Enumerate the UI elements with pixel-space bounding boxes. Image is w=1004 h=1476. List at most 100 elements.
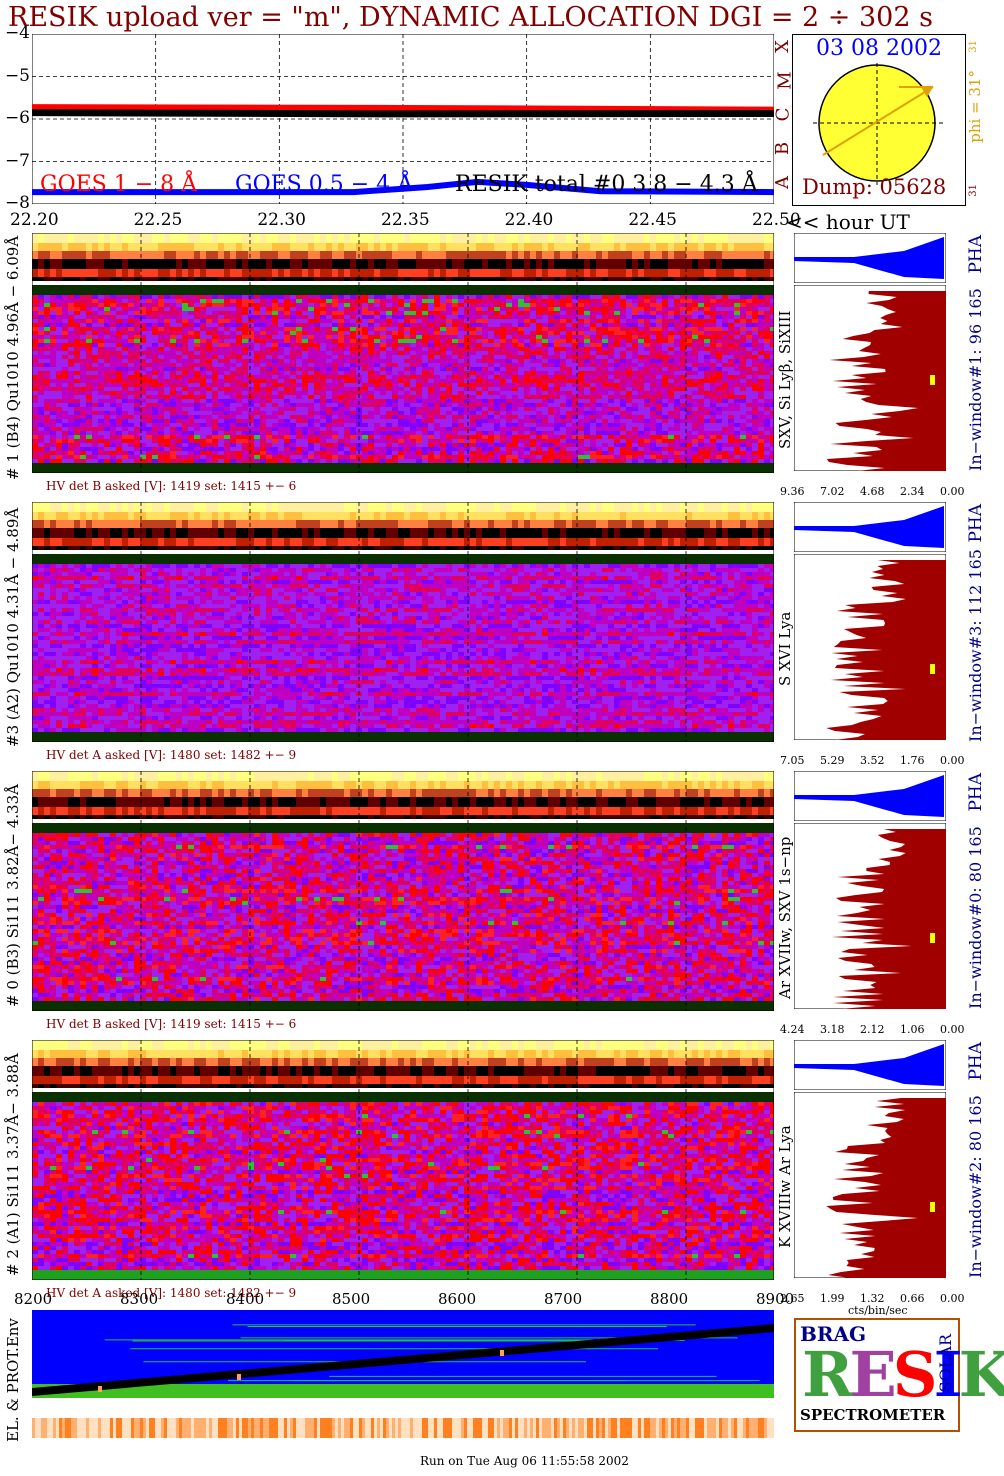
resik-logo: BRAG RESIK SOLAR SPECTROMETER	[794, 1318, 1004, 1432]
pha-label: PHA	[966, 1042, 986, 1081]
pha-x-tick: 5.29	[820, 754, 845, 767]
orbit-date: 03 08 2002	[816, 36, 942, 61]
pha-label: PHA	[966, 504, 986, 543]
pha-label: PHA	[966, 235, 986, 274]
env-x-tick: 8300	[120, 1290, 158, 1308]
logo-letter: K	[959, 1338, 1004, 1411]
channel-line-label: SXV, Si Lyβ, SiXIII	[776, 285, 794, 475]
pha-main-channel-0	[794, 823, 946, 1009]
channel-line-label: Ar XVIIw, SXV 1s−np	[776, 823, 794, 1013]
env-x-tick: 8400	[226, 1290, 264, 1308]
series-line-0	[32, 104, 774, 113]
pha-x-tick: 4.68	[860, 485, 885, 498]
goes-class-letter: A	[772, 176, 793, 189]
channel-left-label: #3 (A2) Qu1010 4.31Å − 4.89Å	[4, 502, 22, 752]
goes-class-letter: C	[772, 108, 793, 122]
pha-top-channel-1	[794, 233, 946, 283]
channel-left-label: # 2 (A1) Si111 3.37Å− 3.88Å	[4, 1040, 22, 1290]
pha-x-tick: 7.02	[820, 485, 845, 498]
pha-x-tick: 0.66	[900, 1292, 925, 1305]
x-axis-label: << hour UT	[786, 210, 910, 234]
pha-x-tick: 1.76	[900, 754, 925, 767]
heatmap-channel-1	[32, 233, 774, 473]
logo-letter: R	[802, 1338, 853, 1411]
env-x-tick: 8700	[544, 1290, 582, 1308]
pha-x-tick: 9.36	[780, 485, 805, 498]
pha-main-channel-1	[794, 285, 946, 471]
page-title: RESIK upload ver = "m", DYNAMIC ALLOCATI…	[8, 2, 933, 33]
env-x-tick: 8200	[14, 1290, 52, 1308]
y-tick-label: −4	[0, 23, 30, 43]
env-x-tick: 8500	[332, 1290, 370, 1308]
pha-x-tick: 1.32	[860, 1292, 885, 1305]
logo-letters: RESIK	[802, 1340, 1004, 1410]
pha-x-tick: 2.34	[900, 485, 925, 498]
logo-right: SOLAR	[936, 1334, 955, 1392]
legend-goes-1-8: GOES 1 − 8 Å	[40, 172, 197, 197]
legend-resik-total: RESIK total #0 3.8 − 4.3 Å	[455, 172, 758, 197]
pha-x-tick: 3.52	[860, 754, 885, 767]
y-tick-label: −8	[0, 193, 30, 213]
pha-main-channel-3	[794, 554, 946, 740]
heatmap-channel-2	[32, 1040, 774, 1280]
hv-text: HV det A asked [V]: 1480 set: 1482 +− 9	[46, 1286, 296, 1300]
pha-x-tick: 4.24	[780, 1023, 805, 1036]
env-x-tick: 8900	[756, 1290, 794, 1308]
hv-text: HV det B asked [V]: 1419 set: 1415 +− 6	[46, 479, 296, 493]
orbit-panel	[792, 34, 966, 206]
logo-caption: SPECTROMETER	[800, 1406, 945, 1424]
pha-top-channel-0	[794, 771, 946, 821]
pha-x-label: cts/bin/sec	[848, 1304, 908, 1317]
orbit-tick-bottom: 31	[968, 184, 979, 197]
goes-class-letter: B	[772, 142, 793, 155]
phi-arrow-head	[921, 87, 933, 97]
y-tick-label: −7	[0, 151, 30, 171]
channel-line-label: S XVI Lya	[776, 554, 794, 744]
pha-top-channel-2	[794, 1040, 946, 1090]
orbit-dump: Dump: 05628	[802, 175, 946, 199]
channel-line-label: K XVIIIw Ar Lya	[776, 1092, 794, 1282]
logo-top-left: BRAG	[800, 1322, 866, 1346]
x-tick-label: 22.45	[628, 210, 677, 230]
window-label: In−window#2: 80 165	[966, 1094, 985, 1280]
pha-x-tick: 0.00	[940, 1292, 965, 1305]
orbit-phi: phi = 31°	[966, 70, 984, 143]
y-tick-label: −5	[0, 66, 30, 86]
pha-x-tick: 2.65	[780, 1292, 805, 1305]
x-tick-label: 22.35	[381, 210, 430, 230]
env-x-tick: 8800	[650, 1290, 688, 1308]
env-y-label: EL. & PROT.Env	[4, 1310, 22, 1442]
orbit-diagram	[813, 63, 943, 185]
pha-x-tick: 1.99	[820, 1292, 845, 1305]
window-label: In−window#0: 80 165	[966, 825, 985, 1011]
heatmap-channel-3	[32, 502, 774, 742]
x-tick-label: 22.25	[134, 210, 183, 230]
x-tick-label: 22.40	[505, 210, 554, 230]
logo-letter: E	[850, 1338, 897, 1411]
heatmap-channel-0	[32, 771, 774, 1011]
goes-class-letter: X	[772, 40, 793, 53]
env-x-tick: 8600	[438, 1290, 476, 1308]
legend-goes-05-4: GOES 0.5 − 4 Å	[235, 172, 413, 197]
channel-left-label: # 1 (B4) Qu1010 4.96Å − 6.09Å	[4, 233, 22, 483]
channel-left-label: # 0 (B3) Si111 3.82Å− 4.33Å	[4, 771, 22, 1021]
goes-class-letter: M	[775, 71, 796, 89]
goes-lightcurve-plot	[32, 34, 774, 204]
el-prot-env-plot	[32, 1310, 774, 1438]
window-label: In−window#3: 112 165	[966, 549, 985, 742]
pha-label: PHA	[966, 773, 986, 812]
y-tick-label: −6	[0, 108, 30, 128]
pha-main-channel-2	[794, 1092, 946, 1278]
pha-x-tick: 7.05	[780, 754, 805, 767]
logo-letter: S	[893, 1338, 938, 1411]
x-tick-label: 22.30	[257, 210, 306, 230]
series-line-2	[32, 178, 774, 196]
pha-x-tick: 3.18	[820, 1023, 845, 1036]
series-line-1	[32, 109, 774, 118]
pha-x-tick: 2.12	[860, 1023, 885, 1036]
footer-run-info: Run on Tue Aug 06 11:55:58 2002	[420, 1454, 629, 1468]
pha-x-tick: 1.06	[900, 1023, 925, 1036]
window-label: In−window#1: 96 165	[966, 287, 985, 473]
pha-top-channel-3	[794, 502, 946, 552]
hv-text: HV det A asked [V]: 1480 set: 1482 +− 9	[46, 748, 296, 762]
